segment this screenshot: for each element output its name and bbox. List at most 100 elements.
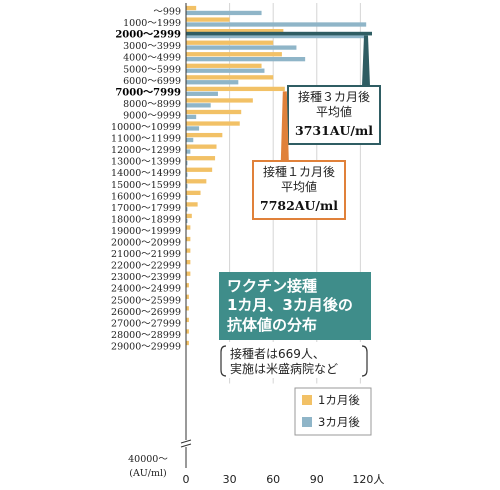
bar-3month [186, 57, 306, 62]
category-label: 5000～5999 [123, 64, 181, 75]
category-label: 1000～1999 [123, 18, 181, 29]
category-label: 6000～6999 [123, 76, 181, 87]
bar-3month [186, 218, 188, 223]
callout-1month: 接種１カ月後 平均値 7782AU/ml [252, 91, 346, 220]
category-label: 25000～25999 [111, 295, 181, 306]
bar-3month [186, 103, 211, 108]
x-tick-label: 0 [183, 473, 190, 486]
bar-1month [186, 167, 213, 172]
callout-3month-line1: 接種３カ月後 [298, 89, 370, 104]
bars [186, 5, 372, 346]
bar-1month [186, 5, 197, 11]
bar-1month [186, 202, 198, 207]
chart-title-line3: 抗体値の分布 [227, 316, 317, 334]
legend-swatch-3month [302, 417, 312, 427]
callout-3month-arrow [362, 35, 370, 86]
category-label: 7000～7999 [115, 87, 181, 98]
bar-1month [186, 248, 191, 253]
bar-1month [186, 156, 216, 161]
chart-title-line1: ワクチン接種 [227, 277, 317, 295]
bar-1month [186, 306, 189, 311]
category-label: 24000～24999 [111, 284, 181, 295]
y-unit-label: (AU/ml) [129, 468, 167, 479]
bar-3month [186, 137, 194, 143]
category-label: 20000～20999 [111, 238, 181, 249]
bar-1month [186, 329, 189, 334]
x-tick-label: 90 [310, 473, 324, 486]
axis: 0 30 60 90 120人 [180, 3, 384, 486]
category-label: 9000～9999 [123, 110, 181, 121]
bar-1month [186, 98, 253, 103]
bar-3month [186, 22, 367, 27]
bar-1month [186, 132, 223, 138]
category-label: 14000～14999 [111, 168, 181, 179]
category-label: 15000～15999 [111, 180, 181, 191]
bar-1month [186, 225, 191, 230]
bar-1month [186, 236, 191, 242]
category-label: 17000～17999 [111, 203, 181, 214]
legend-label-1month: 1カ月後 [318, 393, 360, 407]
chart-note-bg [219, 342, 371, 378]
bar-3month [186, 160, 188, 166]
bar-3month [186, 207, 188, 212]
bar-3month [186, 91, 218, 96]
callout-3month: 接種３カ月後 平均値 3731AU/ml [287, 35, 381, 145]
bar-3month [186, 195, 188, 200]
bar-1month [186, 317, 189, 323]
bar-3month [186, 126, 200, 131]
category-label: 26000～26999 [111, 307, 181, 318]
bar-1month [186, 109, 242, 115]
x-tick-label: 30 [223, 473, 237, 486]
bar-1month [186, 340, 189, 346]
bar-1month [186, 144, 217, 149]
chart-note: 接種者は669人、 実施は米盛病院など [219, 342, 371, 378]
callout-1month-box [252, 160, 346, 220]
category-label: 12000～12999 [111, 145, 181, 156]
legend: 1カ月後 3カ月後 [294, 387, 372, 436]
category-label: 3000～3999 [123, 41, 181, 52]
category-labels: ～9991000～19992000～29993000～39994000～4999… [111, 7, 181, 480]
chart-note-line1: 接種者は669人、 [230, 346, 325, 361]
bar-1month [186, 40, 274, 45]
category-label: 4000～4999 [123, 53, 181, 64]
bar-3month [186, 10, 262, 16]
axis-break-mark [180, 439, 192, 448]
note-bracket-right [361, 345, 368, 377]
bar-1month [186, 29, 284, 34]
bar-3month [186, 184, 188, 189]
callout-1month-arrow [280, 91, 289, 161]
category-label: 22000～22999 [111, 261, 181, 272]
bar-3month [186, 45, 297, 50]
category-label: 28000～28999 [111, 330, 181, 341]
callout-1month-value: 7782AU/ml [260, 198, 338, 213]
bar-1month [186, 179, 207, 184]
bar-3month [186, 33, 368, 39]
bar-1month [186, 213, 192, 219]
bar-1month [186, 52, 282, 57]
bar-3month [186, 114, 197, 120]
callout-3month-box [287, 85, 381, 145]
category-label: 11000～11999 [111, 134, 181, 145]
bar-3month [186, 68, 265, 73]
bar-1month [186, 190, 201, 195]
category-label: 16000～16999 [111, 191, 181, 202]
category-label: 40000～ [128, 454, 168, 465]
note-bracket-left [220, 345, 227, 377]
category-label: 27000～27999 [111, 318, 181, 329]
category-label: 18000～18999 [111, 214, 181, 225]
bar-1month [186, 75, 274, 80]
x-tick-label: 60 [266, 473, 280, 486]
category-label: 21000～21999 [111, 249, 181, 260]
category-label: 8000～8999 [123, 99, 181, 110]
bar-highlight-2000-2999 [186, 31, 372, 36]
bar-3month [186, 149, 191, 154]
chart-title: ワクチン接種 1カ月、3カ月後の 抗体値の分布 [219, 272, 371, 340]
category-label: 19000～19999 [111, 226, 181, 237]
bar-1month [186, 294, 189, 299]
callout-1month-line1: 接種１カ月後 [263, 164, 335, 179]
bar-3month [186, 172, 188, 177]
bar-1month [186, 283, 189, 288]
category-label: 29000～29999 [111, 341, 181, 352]
chart-note-line2: 実施は米盛病院など [230, 361, 338, 376]
